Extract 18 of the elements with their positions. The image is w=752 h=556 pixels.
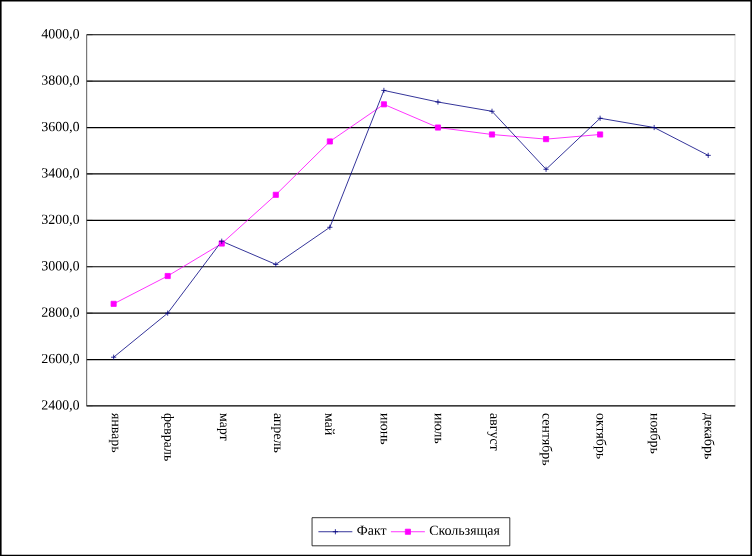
point — [434, 124, 441, 131]
point — [597, 115, 604, 122]
point — [380, 101, 387, 108]
point — [543, 166, 550, 173]
point — [489, 131, 495, 138]
point — [597, 131, 604, 138]
point — [272, 191, 279, 198]
point — [651, 124, 658, 131]
point — [326, 138, 333, 145]
point — [489, 108, 495, 115]
point — [543, 135, 550, 142]
point — [434, 98, 441, 105]
point — [326, 224, 333, 231]
point — [164, 309, 171, 316]
point — [272, 261, 279, 268]
point — [380, 87, 387, 94]
point — [110, 300, 117, 307]
point — [164, 272, 171, 279]
